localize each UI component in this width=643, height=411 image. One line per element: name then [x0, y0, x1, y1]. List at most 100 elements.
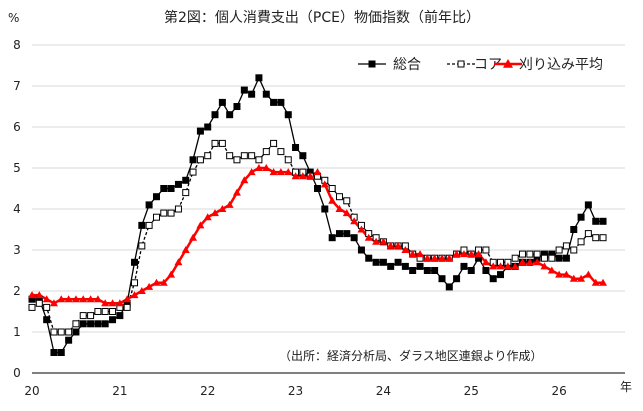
data-point — [233, 156, 241, 164]
data-point — [489, 262, 498, 270]
data-point — [210, 209, 219, 217]
data-point — [35, 299, 43, 307]
y-tick-label: 1 — [13, 325, 21, 339]
data-point — [457, 60, 465, 68]
data-point — [368, 60, 376, 68]
data-point — [137, 287, 146, 294]
data-point — [43, 303, 51, 311]
data-point — [599, 234, 607, 242]
data-point — [570, 226, 578, 233]
data-point — [313, 168, 322, 176]
data-point — [101, 320, 109, 328]
data-point — [416, 250, 425, 258]
data-point — [416, 262, 424, 270]
y-tick-label: 6 — [13, 120, 21, 134]
data-point — [87, 312, 95, 320]
legend-entry-2: コア — [447, 57, 502, 73]
series-lines — [31, 76, 603, 354]
data-point — [503, 59, 513, 68]
data-point — [584, 270, 593, 278]
data-point — [131, 258, 139, 266]
data-point — [408, 250, 417, 258]
y-tick-label: 5 — [13, 161, 21, 175]
data-point — [138, 242, 146, 250]
grid — [32, 44, 625, 333]
data-point — [189, 156, 197, 164]
data-point — [72, 328, 80, 336]
data-point — [372, 237, 381, 245]
data-point — [130, 291, 139, 299]
series-markers-3 — [28, 164, 608, 307]
data-point — [328, 234, 336, 242]
series-markers-2 — [28, 139, 607, 336]
data-point — [321, 205, 329, 213]
y-tick-label: 4 — [13, 202, 21, 216]
data-point — [277, 98, 285, 106]
data-point — [284, 168, 293, 176]
data-point — [343, 230, 351, 238]
data-point — [357, 246, 365, 254]
data-point — [94, 308, 102, 315]
data-point — [497, 271, 505, 279]
data-point — [138, 221, 146, 229]
data-point — [262, 90, 270, 98]
data-point — [247, 168, 256, 176]
data-point — [86, 295, 95, 303]
data-point — [292, 144, 300, 151]
data-point — [394, 241, 403, 249]
data-point — [65, 336, 73, 344]
data-point — [255, 74, 263, 82]
y-tick-label: 8 — [13, 38, 21, 52]
data-point — [79, 312, 87, 320]
data-point — [335, 193, 343, 201]
data-point — [262, 164, 271, 171]
data-point — [387, 262, 395, 270]
data-point — [196, 156, 204, 164]
data-point — [167, 209, 175, 217]
data-point — [255, 156, 263, 164]
data-point — [50, 328, 58, 336]
data-point — [299, 152, 307, 160]
x-tick-label: 21 — [112, 384, 127, 398]
data-point — [101, 299, 110, 307]
data-point — [28, 303, 36, 311]
legend-label: 総合 — [393, 57, 421, 73]
data-point — [160, 185, 168, 192]
data-point — [240, 176, 249, 184]
data-point — [379, 237, 388, 245]
data-point — [525, 258, 534, 266]
data-point — [364, 233, 373, 241]
data-point — [438, 275, 446, 283]
data-point — [569, 274, 578, 282]
data-point — [467, 250, 476, 258]
data-point — [562, 254, 570, 262]
data-point — [50, 349, 58, 356]
data-point — [467, 267, 475, 274]
data-point — [182, 176, 190, 184]
data-point — [584, 201, 592, 209]
data-point — [87, 320, 95, 328]
data-point — [232, 188, 241, 196]
data-point — [43, 316, 51, 324]
data-point — [269, 168, 278, 176]
data-point — [482, 267, 490, 274]
data-point — [547, 266, 556, 274]
y-tick-label: 3 — [13, 243, 21, 257]
data-point — [145, 221, 153, 229]
data-point — [240, 152, 248, 160]
legend-entry-1: 総合 — [358, 57, 421, 73]
data-point — [555, 246, 563, 254]
x-tick-labels: 20 21 22 23 24 25 26 — [24, 384, 566, 398]
data-point — [548, 254, 556, 262]
data-point — [109, 308, 117, 315]
data-point — [109, 316, 117, 324]
data-point — [145, 282, 154, 290]
data-point — [533, 250, 541, 258]
data-point — [94, 320, 102, 328]
data-point — [145, 201, 153, 209]
data-point — [365, 254, 373, 262]
data-point — [225, 200, 234, 208]
data-point — [460, 262, 468, 270]
data-point — [71, 295, 80, 303]
chart-title: 第2図：個人消費支出（PCE）物価指数（前年比） — [164, 9, 480, 26]
